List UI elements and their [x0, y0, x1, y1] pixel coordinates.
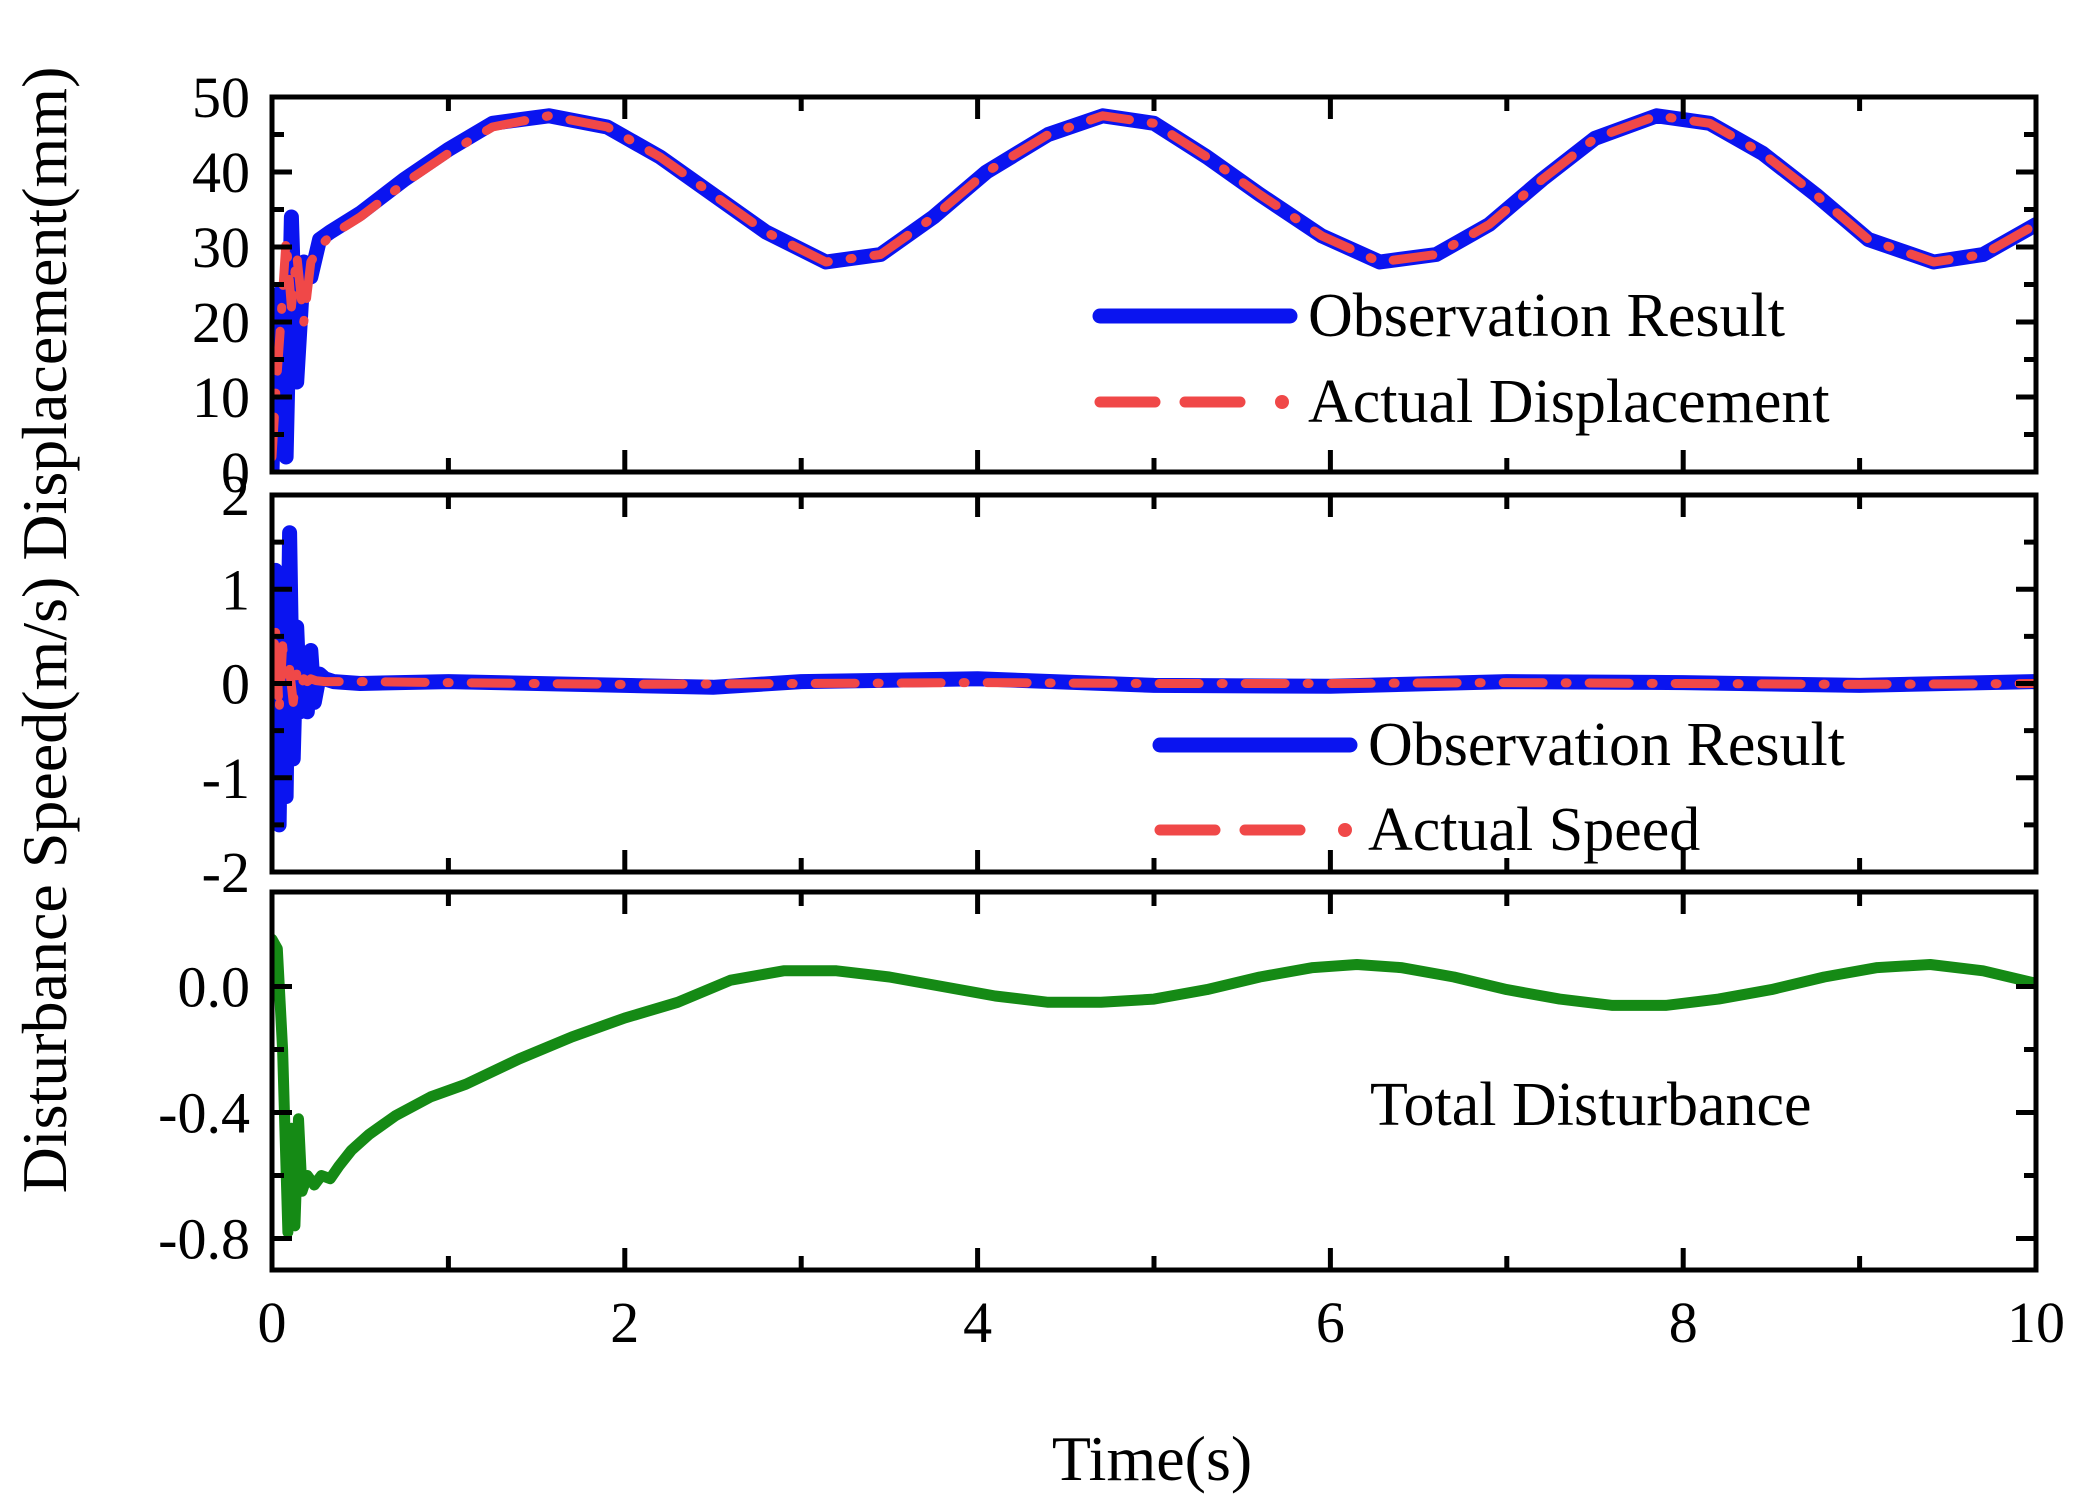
y-tick-label-middle: -1 [202, 746, 250, 811]
legend-swatch-actual-dot [1275, 395, 1289, 409]
y-tick-label-middle: -2 [202, 840, 250, 905]
x-tick-label: 6 [1316, 1290, 1345, 1355]
y-tick-label-top: 10 [192, 365, 250, 430]
x-tick-label: 10 [2007, 1290, 2065, 1355]
legend-label-actual: Actual Displacement [1308, 368, 1830, 436]
y-axis-title: Disturbance Speed(m/s) Displacement(mm) [9, 67, 80, 1194]
panel-middle: -2 -1 0 1 2 Observation Result Actual Speed [202, 463, 2039, 905]
x-tick-label: 2 [610, 1290, 639, 1355]
y-tick-label-top: 0 [221, 440, 250, 505]
legend-label-actual: Actual Speed [1368, 796, 1700, 864]
legend-label-observation: Observation Result [1308, 282, 1785, 350]
series-line-top-2 [272, 111, 2036, 462]
y-tick-label-top: 40 [192, 140, 250, 205]
legend-swatch-actual-dot [1338, 823, 1352, 837]
y-tick-label-bottom: -0.8 [158, 1207, 250, 1272]
series-line-middle-2 [272, 622, 2036, 717]
x-tick-label: 4 [963, 1290, 992, 1355]
x-tick-label: 8 [1669, 1290, 1698, 1355]
panel-bottom: -0.8 -0.4 0.0 0 2 4 6 8 10 Total Disturbance [158, 889, 2065, 1355]
y-tick-label-middle: 1 [221, 557, 250, 622]
legend-label-observation: Observation Result [1368, 711, 1845, 779]
series-line-bottom-1 [272, 933, 2036, 1238]
y-tick-label-top: 20 [192, 290, 250, 355]
x-tick-label: 0 [258, 1290, 287, 1355]
legend-label-disturbance: Total Disturbance [1370, 1071, 1812, 1139]
legend-top: Observation Result Actual Displacement [1092, 282, 1830, 436]
legend-middle: Observation Result Actual Speed [1152, 711, 1845, 864]
series-line-middle-1 [272, 525, 2036, 833]
y-tick-label-bottom: 0.0 [178, 955, 251, 1020]
x-axis-title: Time(s) [1052, 1423, 1252, 1494]
y-tick-label-middle: 0 [221, 652, 250, 717]
y-tick-label-top: 50 [192, 65, 250, 130]
legend-bottom: Total Disturbance [1370, 1071, 1812, 1139]
y-tick-label-middle: 2 [221, 463, 250, 528]
panel-top: 0 10 20 30 40 50 Observation Result Actual Disp… [192, 65, 2039, 505]
y-tick-label-top: 30 [192, 215, 250, 280]
y-tick-label-bottom: -0.4 [158, 1081, 250, 1146]
